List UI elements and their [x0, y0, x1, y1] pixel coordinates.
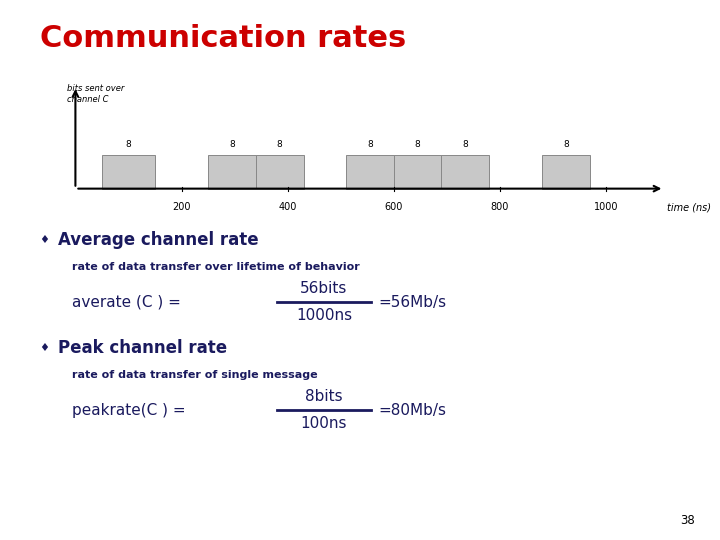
Text: peakrate(C ) =: peakrate(C ) =: [72, 403, 191, 418]
Text: bits sent over
channel C: bits sent over channel C: [68, 84, 125, 104]
Text: 38: 38: [680, 514, 695, 526]
Bar: [346, 155, 394, 188]
Bar: [542, 155, 590, 188]
Text: 8: 8: [462, 140, 468, 149]
Text: 56bits: 56bits: [300, 281, 348, 296]
Text: time (ns): time (ns): [667, 202, 711, 212]
Bar: [102, 155, 155, 188]
Text: 8: 8: [229, 140, 235, 149]
Bar: [208, 155, 256, 188]
Text: averate (C ) =: averate (C ) =: [72, 295, 186, 310]
Text: 200: 200: [172, 202, 191, 212]
Text: 8bits: 8bits: [305, 389, 343, 404]
Text: 1000ns: 1000ns: [296, 308, 352, 323]
Text: 8: 8: [367, 140, 373, 149]
Text: ♦: ♦: [40, 343, 50, 353]
Bar: [256, 155, 304, 188]
Text: 8: 8: [276, 140, 282, 149]
Text: 1000: 1000: [594, 202, 618, 212]
Text: rate of data transfer over lifetime of behavior: rate of data transfer over lifetime of b…: [72, 262, 360, 272]
Text: ♦: ♦: [40, 235, 50, 245]
Text: Communication rates: Communication rates: [40, 24, 406, 53]
Text: Peak channel rate: Peak channel rate: [58, 339, 227, 357]
Bar: [441, 155, 489, 188]
Text: 8: 8: [415, 140, 420, 149]
Text: 800: 800: [490, 202, 509, 212]
Text: 8: 8: [563, 140, 569, 149]
Text: 100ns: 100ns: [301, 416, 347, 431]
Text: 8: 8: [125, 140, 131, 149]
Text: 400: 400: [279, 202, 297, 212]
Text: Average channel rate: Average channel rate: [58, 231, 258, 249]
Bar: [394, 155, 441, 188]
Text: =80Mb/s: =80Mb/s: [378, 403, 446, 418]
Text: =56Mb/s: =56Mb/s: [378, 295, 446, 310]
Text: 600: 600: [384, 202, 403, 212]
Text: rate of data transfer of single message: rate of data transfer of single message: [72, 370, 318, 380]
